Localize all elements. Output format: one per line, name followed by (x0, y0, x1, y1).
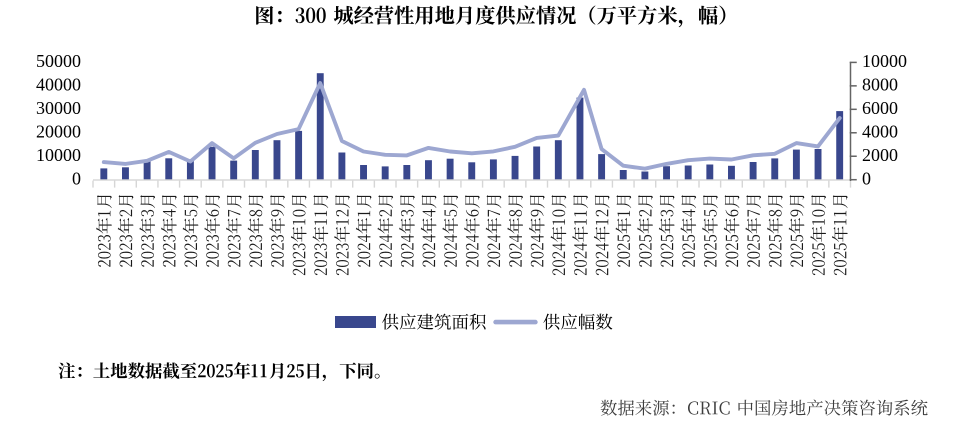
svg-text:8000: 8000 (862, 75, 898, 95)
svg-text:40000: 40000 (36, 75, 81, 95)
svg-text:10000: 10000 (36, 145, 81, 165)
svg-text:50000: 50000 (36, 51, 81, 71)
svg-text:0: 0 (72, 168, 81, 188)
svg-text:10000: 10000 (862, 51, 907, 71)
svg-text:20000: 20000 (36, 121, 81, 141)
svg-text:6000: 6000 (862, 98, 898, 118)
svg-text:2000: 2000 (862, 145, 898, 165)
svg-text:30000: 30000 (36, 98, 81, 118)
svg-text:0: 0 (862, 168, 871, 188)
svg-text:4000: 4000 (862, 121, 898, 141)
